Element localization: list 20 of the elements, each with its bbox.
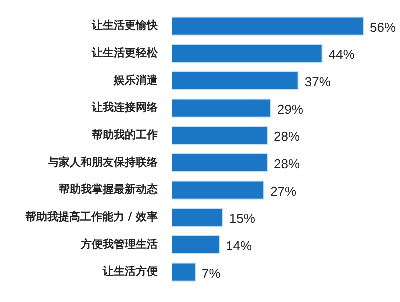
data-label: 14% xyxy=(226,238,252,254)
y-tick-label: 方便我管理生活 xyxy=(80,238,158,251)
y-tick-label: 娱乐消遣 xyxy=(113,74,158,87)
y-tick-label: 让我连接网络 xyxy=(91,101,159,114)
data-label: 28% xyxy=(274,129,300,144)
data-label: 44% xyxy=(328,47,356,62)
data-label: 15% xyxy=(229,211,256,226)
data-label: 28% xyxy=(274,156,300,172)
data-label: 37% xyxy=(304,74,332,90)
data-label: 27% xyxy=(270,184,298,199)
y-tick-label: 帮助我提高工作能力 / 效率 xyxy=(24,210,158,224)
y-tick-label: 让生活方便 xyxy=(102,265,158,278)
y-tick-label: 让生活更愉快 xyxy=(91,19,159,32)
y-tick-label: 让生活更轻松 xyxy=(91,46,159,60)
data-label: 56% xyxy=(370,20,396,35)
data-label: 7% xyxy=(202,266,222,281)
y-tick-label: 帮助我的工作 xyxy=(91,128,158,142)
data-label: 29% xyxy=(277,102,304,117)
y-tick-label: 帮助我掌握最新动态 xyxy=(58,183,159,196)
y-tick-label: 与家人和朋友保持联络 xyxy=(47,156,159,169)
